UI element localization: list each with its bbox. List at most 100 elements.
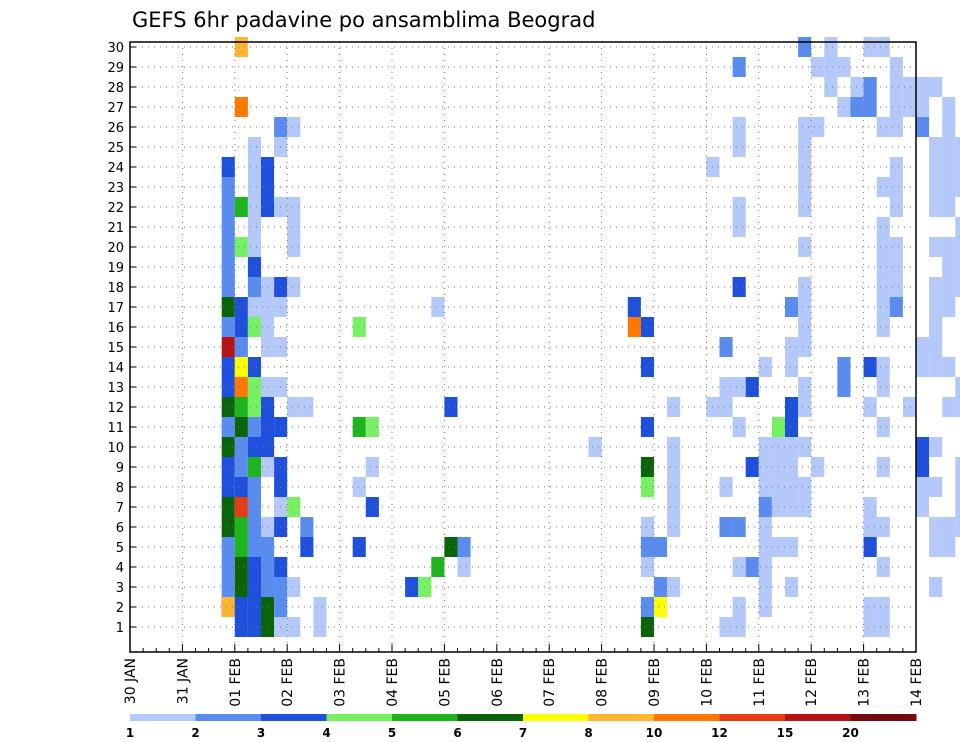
heatmap-cell (798, 157, 812, 177)
y-tick-label: 23 (107, 181, 124, 196)
heatmap-cell (876, 517, 890, 537)
heatmap-cell (365, 497, 379, 517)
heatmap-cell (405, 577, 419, 597)
heatmap-cell (732, 417, 746, 437)
x-tick-label: 06 FEB (490, 658, 506, 707)
x-tick-label: 11 FEB (752, 658, 768, 707)
heatmap-cell (798, 237, 812, 257)
heatmap-cell (955, 177, 960, 197)
heatmap-cell (719, 617, 733, 637)
heatmap-cell (352, 537, 366, 557)
heatmap-cell (287, 117, 301, 137)
heatmap-cell (221, 497, 235, 517)
heatmap-cell (824, 77, 838, 97)
heatmap-cell (431, 557, 445, 577)
heatmap-cell (876, 317, 890, 337)
heatmap-cell (955, 497, 960, 517)
heatmap-cell (785, 297, 799, 317)
heatmap-cell (889, 77, 903, 97)
heatmap-cell (247, 297, 261, 317)
heatmap-cell (876, 357, 890, 377)
heatmap-cell (457, 557, 471, 577)
y-tick-label: 3 (116, 581, 124, 596)
heatmap-cell (221, 397, 235, 417)
heatmap-cell (876, 557, 890, 577)
heatmap-cell (916, 77, 930, 97)
heatmap-cell (942, 517, 956, 537)
heatmap-cell (261, 337, 275, 357)
heatmap-cell (221, 317, 235, 337)
legend-label: 8 (584, 726, 592, 740)
legend-swatch (130, 714, 196, 721)
heatmap-cell (247, 597, 261, 617)
heatmap-cell (889, 297, 903, 317)
heatmap-cell (247, 537, 261, 557)
heatmap-cell (247, 317, 261, 337)
heatmap-cell (234, 377, 248, 397)
y-tick-label: 5 (116, 541, 124, 556)
heatmap-cell (876, 377, 890, 397)
heatmap-cell (221, 357, 235, 377)
heatmap-cell (300, 537, 314, 557)
heatmap-cell (785, 457, 799, 477)
heatmap-cell (811, 117, 825, 137)
heatmap-cell (732, 597, 746, 617)
heatmap-cell (942, 177, 956, 197)
heatmap-cell (745, 557, 759, 577)
heatmap-cell (444, 537, 458, 557)
heatmap-cell (942, 257, 956, 277)
heatmap-cell (876, 457, 890, 477)
y-tick-label: 16 (107, 321, 124, 336)
y-tick-label: 17 (107, 301, 124, 316)
heatmap-cell (850, 77, 864, 97)
chart-title: GEFS 6hr padavine po ansamblima Beograd (132, 8, 595, 32)
legend-label: 2 (191, 726, 199, 740)
heatmap-cell (798, 297, 812, 317)
heatmap-cell (916, 457, 930, 477)
heatmap-cell (916, 337, 930, 357)
heatmap-cell (929, 297, 943, 317)
heatmap-cell (942, 297, 956, 317)
heatmap-cell (889, 257, 903, 277)
heatmap-cell (732, 277, 746, 297)
heatmap-cell (444, 397, 458, 417)
heatmap-cell (955, 257, 960, 277)
heatmap-cell (955, 217, 960, 237)
heatmap-cell (837, 97, 851, 117)
heatmap-cell (221, 337, 235, 357)
heatmap-cell (247, 197, 261, 217)
heatmap-cell (798, 497, 812, 517)
x-tick-label: 03 FEB (333, 658, 349, 707)
heatmap-cell (313, 597, 327, 617)
heatmap-cell (863, 517, 877, 537)
heatmap-cell (234, 557, 248, 577)
y-tick-label: 11 (107, 421, 124, 436)
heatmap-cell (798, 437, 812, 457)
heatmap-cell (234, 357, 248, 377)
heatmap-cell (640, 597, 654, 617)
y-tick-label: 10 (107, 441, 124, 456)
heatmap-cell (234, 397, 248, 417)
heatmap-cell (261, 557, 275, 577)
heatmap-cell (876, 277, 890, 297)
heatmap-cell (902, 397, 916, 417)
heatmap-cell (719, 377, 733, 397)
heatmap-cell (261, 437, 275, 457)
heatmap-cell (785, 337, 799, 357)
y-tick-label: 6 (116, 521, 124, 536)
x-tick-label: 09 FEB (647, 658, 663, 707)
heatmap-cell (732, 617, 746, 637)
heatmap-cell (261, 577, 275, 597)
heatmap-cell (234, 237, 248, 257)
legend-label: 15 (777, 726, 794, 740)
heatmap-cell (221, 257, 235, 277)
heatmap-cell (221, 517, 235, 537)
heatmap-cell (929, 137, 943, 157)
color-legend: 1 2 3 4 5 6 7 8 10 12 15 20 (126, 714, 917, 740)
heatmap-cell (929, 537, 943, 557)
heatmap-cell (313, 617, 327, 637)
heatmap-cell (667, 517, 681, 537)
heatmap-cell (745, 457, 759, 477)
heatmap-cell (287, 277, 301, 297)
heatmap-cell (942, 197, 956, 217)
